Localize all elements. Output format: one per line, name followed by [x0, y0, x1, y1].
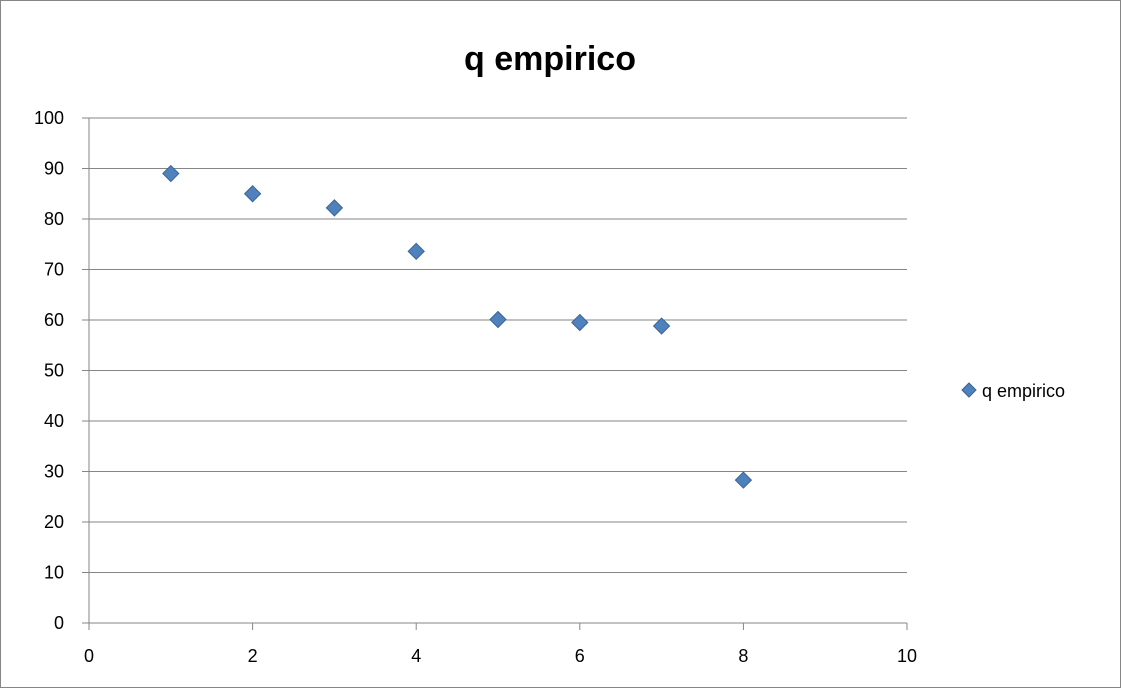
x-tick-label: 2 — [248, 646, 258, 666]
data-point — [325, 199, 344, 217]
y-tick-label: 20 — [44, 512, 64, 532]
y-tick-label: 70 — [44, 260, 64, 280]
y-tick-label: 50 — [44, 361, 64, 381]
y-tick-label: 0 — [54, 613, 64, 633]
y-tick-label: 60 — [44, 310, 64, 330]
x-tick-label: 10 — [897, 646, 917, 666]
chart-title: q empirico — [464, 40, 636, 78]
legend-marker-icon — [961, 382, 977, 398]
y-tick-label: 100 — [34, 108, 64, 128]
data-point — [162, 164, 180, 183]
legend-label: q empirico — [982, 381, 1065, 401]
data-point — [489, 310, 507, 329]
y-tick-label: 10 — [44, 563, 64, 583]
y-tick-label: 90 — [44, 159, 64, 179]
y-tick-label: 40 — [44, 411, 64, 431]
x-tick-label: 6 — [575, 646, 585, 666]
data-point — [243, 185, 262, 203]
data-points — [162, 164, 753, 489]
axes — [82, 117, 908, 630]
data-point — [407, 242, 425, 261]
y-tick-label: 80 — [44, 209, 64, 229]
x-tick-label: 4 — [411, 646, 421, 666]
data-point — [571, 313, 589, 332]
gridlines — [89, 117, 907, 573]
legend: q empirico — [961, 381, 1065, 401]
x-tick-label: 8 — [738, 646, 748, 666]
data-point — [734, 471, 753, 489]
y-tick-label: 30 — [44, 462, 64, 482]
tick-labels: 0 10 20 30 40 50 60 70 80 90 100 0 2 4 6 8 10 — [34, 108, 917, 666]
x-tick-label: 0 — [84, 646, 94, 666]
data-point — [652, 317, 671, 335]
